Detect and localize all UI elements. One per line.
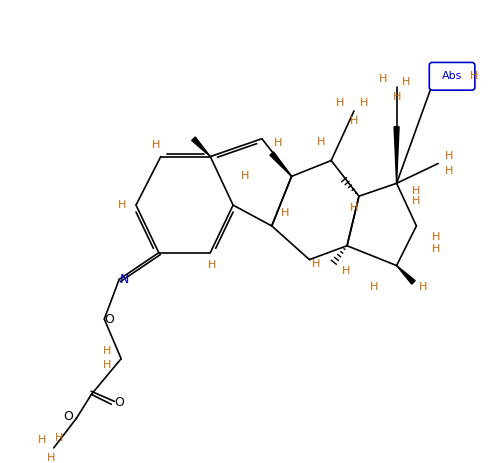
Text: H: H xyxy=(402,77,411,87)
Text: H: H xyxy=(419,282,427,292)
Text: H: H xyxy=(469,71,478,81)
Text: H: H xyxy=(46,453,55,463)
Text: H: H xyxy=(273,138,282,148)
Polygon shape xyxy=(192,137,210,156)
Text: H: H xyxy=(55,433,63,443)
Text: Abs: Abs xyxy=(442,71,462,81)
Text: H: H xyxy=(432,244,440,254)
Text: H: H xyxy=(445,166,453,176)
Text: H: H xyxy=(336,98,345,108)
Text: H: H xyxy=(379,74,387,84)
Text: H: H xyxy=(445,150,453,161)
Text: H: H xyxy=(317,137,325,147)
Text: H: H xyxy=(281,208,289,218)
Text: H: H xyxy=(103,346,111,356)
Text: N: N xyxy=(120,273,129,286)
Text: H: H xyxy=(241,171,249,181)
Polygon shape xyxy=(397,266,415,284)
Text: H: H xyxy=(392,92,401,102)
Text: H: H xyxy=(350,203,358,213)
Text: H: H xyxy=(369,282,378,292)
FancyBboxPatch shape xyxy=(429,63,475,90)
Text: H: H xyxy=(38,435,46,445)
Text: O: O xyxy=(104,313,114,325)
Text: H: H xyxy=(118,200,126,210)
Polygon shape xyxy=(394,127,399,183)
Text: H: H xyxy=(152,140,160,150)
Text: H: H xyxy=(342,265,350,275)
Text: H: H xyxy=(360,98,368,108)
Text: H: H xyxy=(432,232,440,242)
Text: H: H xyxy=(350,116,358,126)
Text: O: O xyxy=(114,396,124,409)
Text: H: H xyxy=(103,360,111,369)
Text: H: H xyxy=(412,196,421,206)
Text: O: O xyxy=(63,410,74,423)
Text: H: H xyxy=(312,258,321,269)
Text: H: H xyxy=(208,260,217,269)
Polygon shape xyxy=(270,152,291,176)
Text: H: H xyxy=(412,186,421,196)
